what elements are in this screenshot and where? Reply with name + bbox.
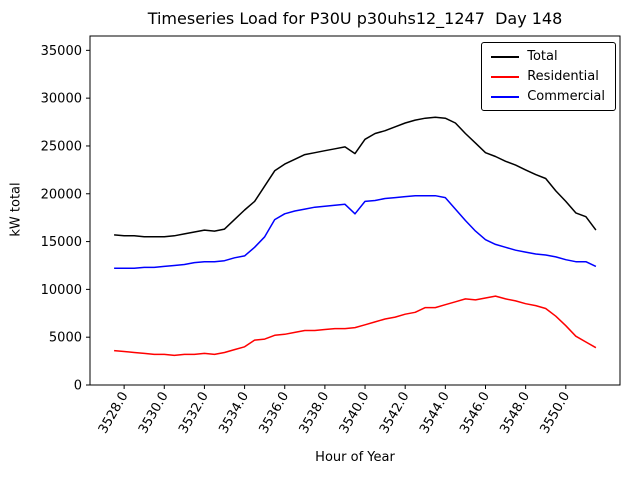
x-tick-label: 3536.0 xyxy=(256,390,292,437)
x-tick-label: 3542.0 xyxy=(377,390,413,437)
y-tick-label: 0 xyxy=(74,379,82,394)
y-tick-label: 35000 xyxy=(41,44,82,59)
legend: Total Residential Commercial xyxy=(481,42,616,111)
x-tick-label: 3548.0 xyxy=(497,390,533,437)
x-tick-label: 3532.0 xyxy=(176,390,212,437)
legend-line-sample xyxy=(491,75,520,78)
y-tick-label: 25000 xyxy=(41,139,82,154)
x-tick-label: 3550.0 xyxy=(538,390,574,437)
legend-label: Total xyxy=(527,49,558,64)
y-tick-label: 20000 xyxy=(41,187,82,202)
y-tick-label: 30000 xyxy=(41,92,82,107)
x-tick-label: 3538.0 xyxy=(297,390,333,437)
legend-line-sample xyxy=(491,95,520,98)
x-axis-label: Hour of Year xyxy=(315,450,395,465)
series-line-residential xyxy=(114,295,597,357)
series-line-commercial xyxy=(114,194,597,270)
y-tick-label: 10000 xyxy=(41,283,82,298)
x-tick-label: 3540.0 xyxy=(337,390,373,437)
legend-entry-commercial: Commercial xyxy=(491,90,605,103)
series-line-total xyxy=(114,116,597,238)
legend-label: Commercial xyxy=(527,89,605,104)
x-tick-label: 3544.0 xyxy=(417,390,453,437)
y-tick-label: 15000 xyxy=(41,235,82,250)
legend-line-sample xyxy=(491,55,520,58)
chart-title: Timeseries Load for P30U p30uhs12_1247 D… xyxy=(147,9,563,28)
legend-entry-total: Total xyxy=(491,50,605,63)
x-tick-label: 3546.0 xyxy=(457,390,493,437)
legend-entry-residential: Residential xyxy=(491,70,605,83)
axes-frame xyxy=(89,35,621,386)
x-tick-label: 3534.0 xyxy=(216,390,252,437)
legend-label: Residential xyxy=(527,69,599,84)
x-tick-label: 3530.0 xyxy=(136,390,172,437)
y-tick-label: 5000 xyxy=(49,331,82,346)
x-tick-label: 3528.0 xyxy=(96,390,132,437)
